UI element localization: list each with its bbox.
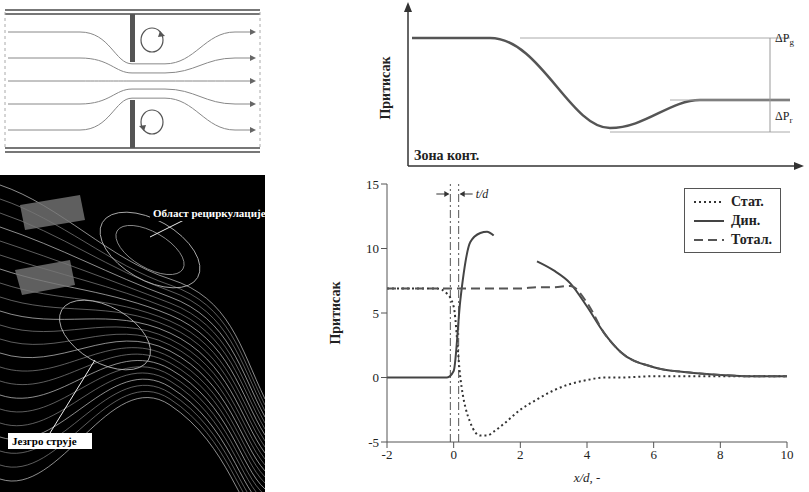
html-text:Тотал.: Тотал.: [730, 231, 772, 247]
svg-text:8: 8: [717, 447, 724, 462]
svg-text:Притисак: Притисак: [378, 56, 393, 120]
svg-text:6: 6: [650, 447, 657, 462]
svg-text:10: 10: [781, 447, 794, 462]
svg-text:10: 10: [366, 241, 379, 256]
html-text:Стат.: Стат.: [730, 193, 764, 209]
svg-text:ΔPr: ΔPr: [775, 109, 792, 125]
svg-text:Област рециркулације: Област рециркулације: [153, 207, 265, 219]
svg-text:ΔPg: ΔPg: [775, 31, 794, 47]
svg-text:Притисак: Притисак: [328, 281, 343, 345]
svg-text:15: 15: [366, 177, 379, 192]
svg-text:2: 2: [517, 447, 524, 462]
svg-text:4: 4: [584, 447, 591, 462]
svg-text:5: 5: [373, 306, 380, 321]
svg-text:t/d: t/d: [476, 187, 490, 201]
svg-text:Зона конт.: Зона конт.: [414, 148, 479, 163]
svg-text:-2: -2: [382, 447, 393, 462]
svg-text:x/d, -: x/d, -: [573, 470, 601, 485]
html-text:Дин.: Дин.: [730, 212, 761, 228]
svg-text:-5: -5: [368, 435, 379, 450]
svg-text:0: 0: [450, 447, 457, 462]
svg-text:Језгро струје: Језгро струје: [12, 435, 77, 447]
svg-text:0: 0: [373, 370, 380, 385]
